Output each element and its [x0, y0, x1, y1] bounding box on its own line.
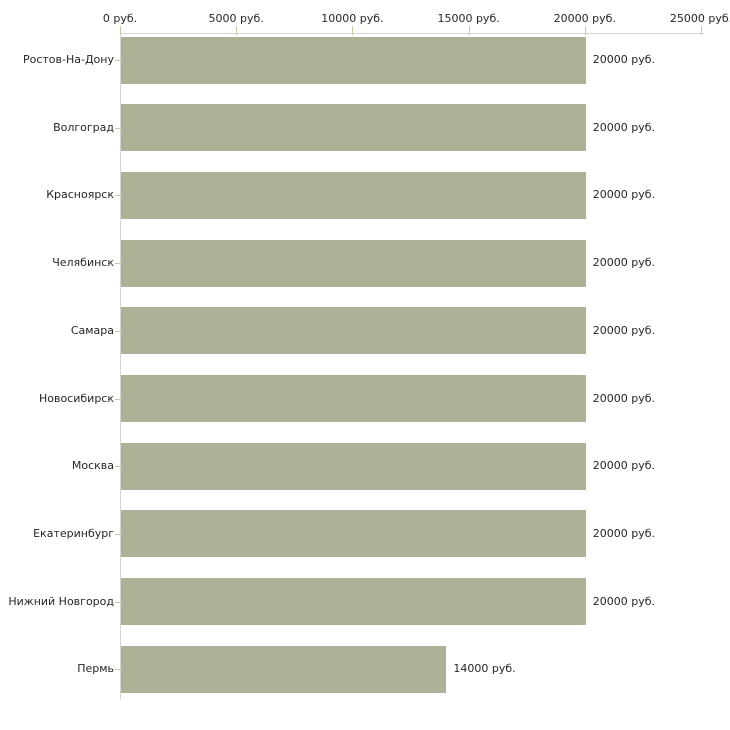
category-label: Челябинск: [52, 256, 114, 270]
bar-row: Ростов-На-Дону 20000 руб.: [0, 34, 730, 102]
category-label: Новосибирск: [38, 391, 114, 405]
bar-row: Екатеринбург 20000 руб.: [0, 507, 730, 575]
value-label: 20000 руб.: [592, 323, 656, 337]
x-axis-tick-label: 15000 руб.: [437, 12, 500, 25]
category-tick: [115, 601, 121, 603]
bar-row: Новосибирск 20000 руб.: [0, 372, 730, 440]
value-label: 20000 руб.: [592, 391, 656, 405]
x-axis-tick-label: 25000 руб.: [669, 12, 730, 25]
bar-row: Красноярск 20000 руб.: [0, 169, 730, 237]
value-label: 20000 руб.: [592, 594, 656, 608]
value-label: 20000 руб.: [592, 53, 656, 66]
bar-row: Нижний Новгород 20000 руб.: [0, 575, 730, 643]
bar-row: Волгоград 20000 руб.: [0, 101, 730, 169]
x-axis-tick: [584, 26, 586, 35]
category-label: Самара: [70, 323, 114, 337]
category-tick: [115, 60, 121, 61]
bar: [121, 36, 586, 84]
x-axis-tick-label: 10000 руб.: [321, 12, 384, 25]
x-axis-tick-label: 20000 руб.: [553, 12, 616, 25]
bar: [121, 375, 586, 422]
bar-row: Москва 20000 руб.: [0, 440, 730, 508]
x-axis-tick: [236, 26, 238, 35]
value-label: 14000 руб.: [453, 662, 516, 676]
category-label: Москва: [71, 459, 114, 473]
value-label: 20000 руб.: [592, 459, 656, 473]
bar-row: Челябинск 20000 руб.: [0, 237, 730, 305]
x-axis-tick: [120, 26, 121, 35]
category-label: Ростов-На-Дону: [22, 53, 114, 66]
category-tick: [115, 127, 121, 129]
category-tick: [115, 398, 121, 400]
bar: [121, 171, 586, 219]
bar-row: Пермь 14000 руб.: [0, 643, 730, 711]
x-axis-tick: [468, 26, 470, 35]
category-tick: [115, 669, 121, 671]
category-tick: [115, 263, 121, 265]
value-label: 20000 руб.: [592, 188, 656, 202]
bar: [121, 104, 586, 152]
category-label: Пермь: [77, 662, 114, 676]
x-axis-tick: [352, 26, 354, 35]
y-axis-line: [120, 33, 121, 700]
bar: [121, 578, 586, 626]
category-label: Екатеринбург: [33, 526, 114, 540]
category-label: Красноярск: [46, 188, 114, 202]
value-label: 20000 руб.: [592, 120, 656, 134]
category-label: Волгоград: [53, 120, 114, 134]
bar: [121, 307, 586, 355]
x-axis-tick: [701, 26, 702, 35]
category-tick: [115, 195, 121, 197]
value-label: 20000 руб.: [592, 526, 656, 540]
category-tick: [115, 533, 121, 535]
value-label: 20000 руб.: [592, 256, 656, 270]
bar: [121, 510, 586, 558]
bar: [121, 442, 586, 490]
bar: [121, 645, 447, 693]
category-tick: [115, 466, 121, 468]
bar: [121, 239, 586, 287]
bar-row: Самара 20000 руб.: [0, 304, 730, 372]
x-axis-line: [120, 33, 704, 34]
category-tick: [115, 330, 121, 332]
x-axis-tick-label: 0 руб.: [102, 12, 138, 25]
x-axis-tick-label: 5000 руб.: [208, 12, 264, 25]
category-label: Нижний Новгород: [8, 594, 114, 608]
